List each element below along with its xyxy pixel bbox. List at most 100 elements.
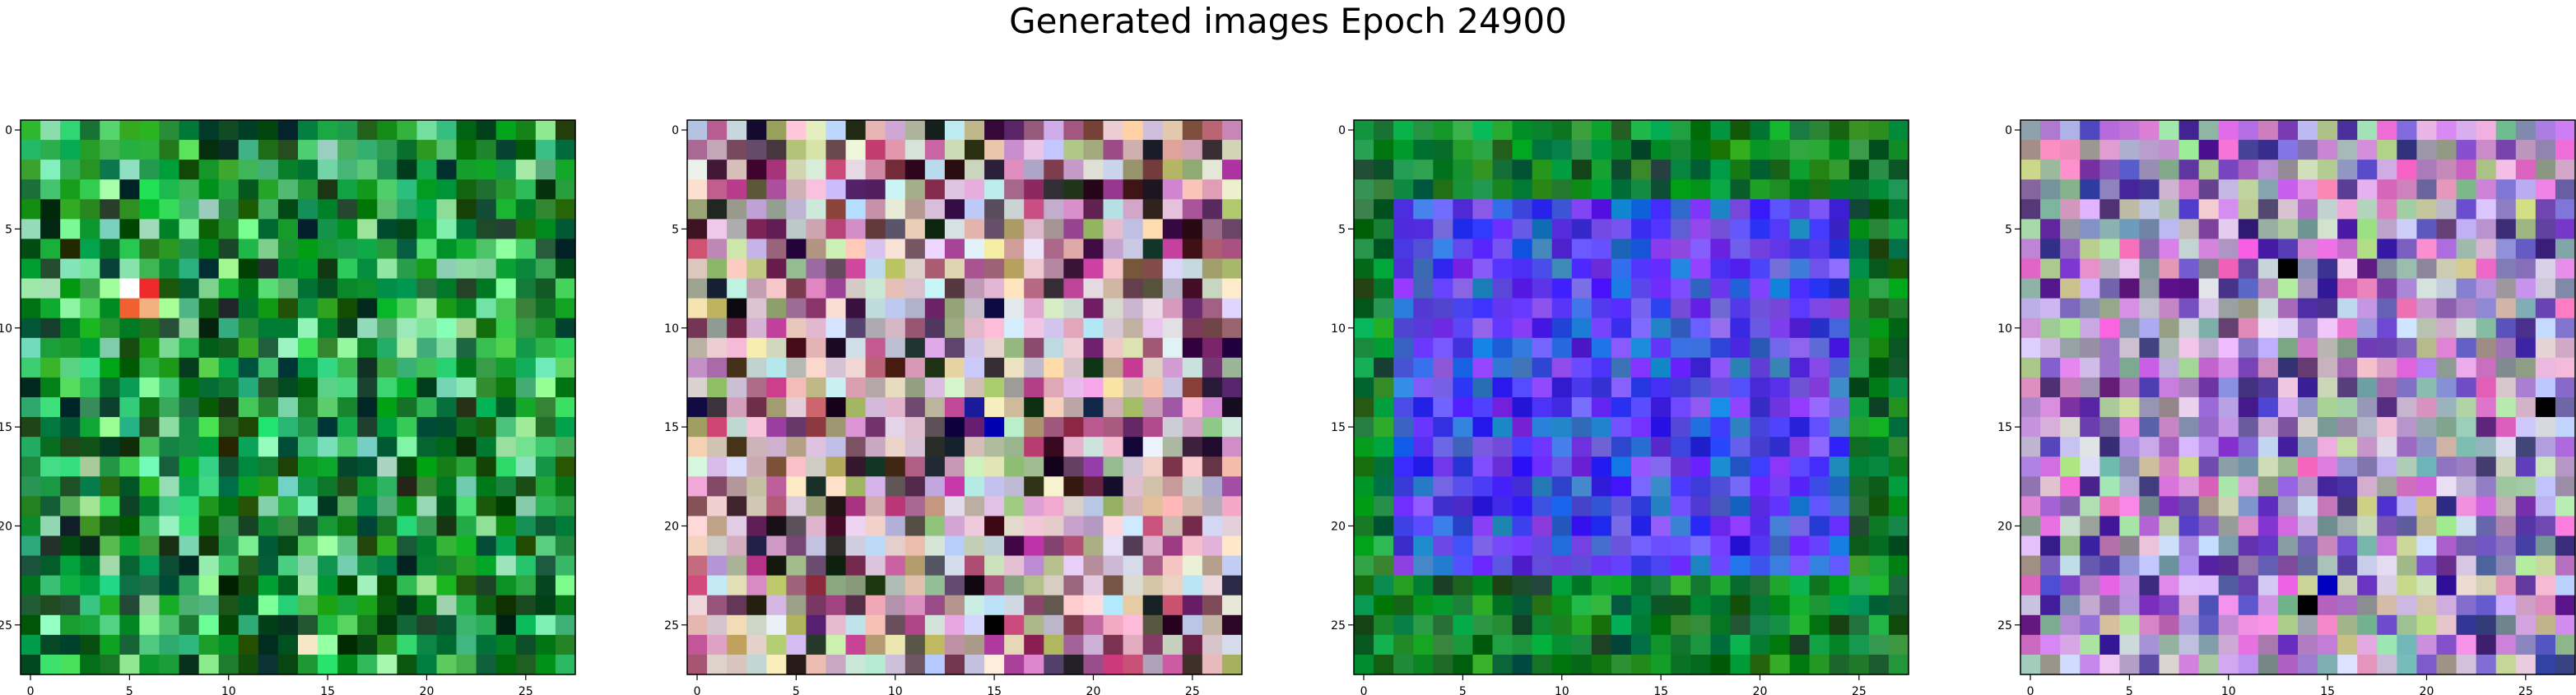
- pixel: [885, 140, 906, 160]
- pixel: [1083, 278, 1104, 299]
- pixel: [2080, 496, 2100, 517]
- pixel: [1413, 397, 1434, 418]
- pixel: [1809, 160, 1830, 180]
- pixel: [238, 377, 259, 398]
- pixel: [277, 397, 299, 418]
- pixel: [1162, 397, 1183, 418]
- x-tick-label: 10: [1555, 685, 1569, 695]
- pixel: [1004, 357, 1025, 378]
- pixel: [1221, 278, 1243, 299]
- pixel: [2298, 634, 2318, 656]
- pixel: [1571, 317, 1593, 339]
- pixel: [1611, 298, 1632, 319]
- pixel: [1221, 437, 1243, 457]
- pixel: [1769, 535, 1791, 557]
- pixel: [2515, 357, 2536, 378]
- pixel: [397, 456, 418, 477]
- pixel: [1848, 298, 1870, 319]
- pixel: [100, 357, 120, 378]
- pixel: [258, 140, 279, 160]
- pixel: [21, 357, 41, 378]
- pixel: [357, 614, 378, 636]
- pixel: [1103, 595, 1124, 616]
- pixel: [456, 654, 477, 675]
- pixel: [1571, 535, 1593, 557]
- pixel: [2178, 357, 2200, 378]
- pixel: [786, 614, 807, 636]
- pixel: [2337, 199, 2358, 220]
- pixel: [984, 437, 1005, 457]
- pixel: [535, 634, 556, 656]
- pixel: [80, 377, 100, 398]
- pixel: [337, 298, 358, 319]
- pixel: [2476, 278, 2497, 299]
- pixel: [1571, 496, 1593, 517]
- pixel: [766, 317, 787, 339]
- y-tick-label: 0: [5, 124, 12, 137]
- pixel: [1789, 595, 1811, 616]
- pixel: [1103, 417, 1124, 438]
- pixel: [1631, 120, 1652, 141]
- pixel: [2436, 278, 2457, 299]
- pixel: [984, 278, 1005, 299]
- pixel: [1551, 239, 1573, 260]
- pixel: [2119, 278, 2141, 299]
- pixel: [924, 258, 946, 280]
- pixel: [2218, 120, 2239, 141]
- pixel: [2178, 595, 2200, 616]
- pixel: [1162, 160, 1183, 180]
- pixel: [1142, 417, 1164, 438]
- pixel: [1532, 317, 1553, 339]
- pixel: [555, 397, 576, 418]
- pixel: [1202, 654, 1223, 675]
- pixel: [179, 476, 200, 497]
- pixel: [2277, 516, 2299, 537]
- pixel: [1162, 614, 1183, 636]
- pixel: [60, 140, 81, 160]
- pixel: [1651, 160, 1672, 180]
- pixel: [60, 357, 81, 378]
- pixel: [1651, 496, 1672, 517]
- pixel: [495, 476, 517, 497]
- pixel: [766, 239, 787, 260]
- pixel: [1202, 417, 1223, 438]
- pixel: [1063, 239, 1085, 260]
- pixel: [1393, 555, 1414, 577]
- x-tick-label: 15: [987, 685, 1002, 695]
- pixel: [1063, 555, 1085, 577]
- pixel: [1103, 239, 1124, 260]
- pixel: [2436, 634, 2457, 656]
- pixel: [318, 595, 338, 616]
- pixel: [40, 476, 61, 497]
- pixel: [984, 575, 1005, 596]
- pixel: [944, 397, 965, 418]
- pixel: [2377, 535, 2397, 557]
- pixel: [139, 337, 160, 359]
- pixel: [1868, 239, 1890, 260]
- pixel: [100, 654, 120, 675]
- pixel: [1044, 317, 1064, 339]
- pixel: [965, 654, 985, 675]
- pixel: [2298, 516, 2318, 537]
- pixel: [1690, 377, 1711, 398]
- pixel: [1393, 199, 1414, 220]
- pixel: [746, 496, 767, 517]
- pixel: [1182, 634, 1203, 656]
- pixel: [1103, 140, 1124, 160]
- pixel: [1433, 278, 1453, 299]
- image-panel-4: [2020, 120, 2576, 675]
- pixel: [535, 437, 556, 457]
- pixel: [806, 298, 827, 319]
- pixel: [1829, 456, 1850, 477]
- pixel: [218, 120, 239, 141]
- pixel: [1710, 397, 1731, 418]
- pixel: [21, 595, 41, 616]
- pixel: [2436, 140, 2457, 160]
- pixel: [80, 239, 100, 260]
- pixel: [1769, 595, 1791, 616]
- pixel: [2119, 516, 2141, 537]
- pixel: [298, 575, 319, 596]
- pixel: [2535, 199, 2556, 220]
- pixel: [2198, 278, 2220, 299]
- pixel: [2416, 317, 2438, 339]
